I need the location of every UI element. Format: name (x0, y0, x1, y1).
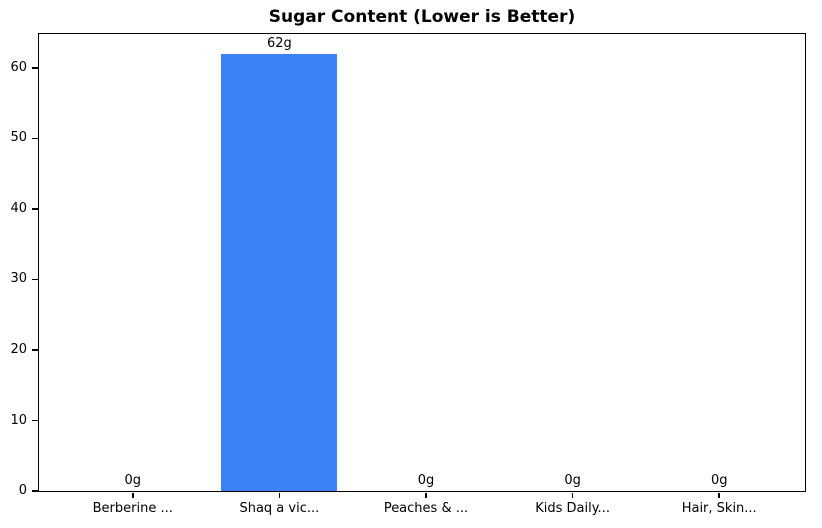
bar-value-label: 62g (266, 35, 292, 51)
x-tick-label: Shaq a vic... (239, 501, 320, 516)
y-axis-tick (32, 419, 38, 422)
x-tick-label: Hair, Skin... (681, 501, 757, 516)
chart-title: Sugar Content (Lower is Better) (268, 7, 576, 27)
bar (221, 53, 338, 491)
bar-value-label: 0g (564, 473, 581, 488)
y-axis-tick (32, 67, 38, 69)
x-axis-tick (571, 492, 574, 498)
x-axis-tick (132, 492, 134, 498)
y-tick-label: 40 (10, 200, 27, 216)
x-tick-label: Berberine ... (92, 501, 173, 516)
bar-value-label: 0g (124, 473, 142, 488)
y-tick-label: 10 (10, 412, 27, 428)
bar-value-label: 0g (417, 473, 435, 488)
x-tick-label: Kids Daily... (535, 501, 610, 516)
y-tick-label: 20 (10, 342, 27, 357)
x-tick-label: Peaches & ... (383, 501, 469, 516)
y-axis-tick (32, 349, 38, 351)
y-tick-label: 60 (10, 59, 27, 75)
y-axis-tick (32, 490, 38, 492)
y-axis-tick (32, 278, 38, 281)
y-tick-label: 30 (10, 271, 27, 287)
y-axis-tick (32, 208, 38, 210)
x-axis-tick (278, 492, 281, 498)
y-tick-label: 0 (18, 483, 27, 498)
y-axis-tick (32, 137, 38, 140)
x-axis-tick (425, 492, 427, 498)
x-axis-tick (718, 492, 720, 498)
plot-area: 0 10 20 30 40 50 60 0g Berberine ... 62g Shaq a vi… (10, 33, 806, 516)
y-tick-label: 50 (10, 130, 27, 146)
bar-value-label: 0g (710, 473, 728, 488)
